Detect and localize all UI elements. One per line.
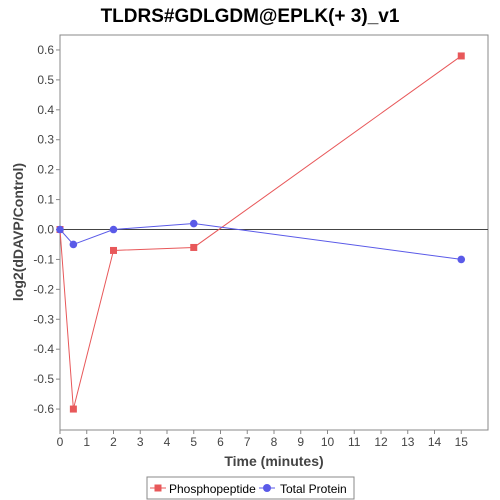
plot-area xyxy=(59,34,489,431)
x-axis: 0 1 2 3 4 5 6 7 8 9 10 11 12 13 14 15 xyxy=(57,430,469,449)
data-point-total-protein xyxy=(69,240,78,249)
x-tick-label: 11 xyxy=(348,435,361,449)
data-point-phosphopeptide xyxy=(69,405,77,413)
data-point-total-protein xyxy=(109,225,118,234)
y-tick-label: 0.4 xyxy=(37,103,54,117)
x-tick-label: 7 xyxy=(244,435,251,449)
data-point-total-protein xyxy=(457,255,466,264)
x-tick-label: 3 xyxy=(137,435,144,449)
legend-marker-phosphopeptide xyxy=(154,484,162,492)
y-tick-label: -0.1 xyxy=(33,252,54,266)
x-tick-label: 14 xyxy=(428,435,442,449)
y-tick-label: 0.5 xyxy=(37,73,54,87)
x-tick-label: 2 xyxy=(110,435,117,449)
y-axis-label: log2(dDAVP/Control) xyxy=(10,163,26,301)
data-point-total-protein xyxy=(56,225,64,234)
data-point-phosphopeptide xyxy=(110,246,117,254)
legend-label-total-protein: Total Protein xyxy=(280,482,347,496)
data-point-phosphopeptide xyxy=(190,243,198,251)
x-axis-label: Time (minutes) xyxy=(224,453,323,469)
y-tick-label: -0.6 xyxy=(33,402,54,416)
x-tick-label: 0 xyxy=(57,435,64,449)
data-point-phosphopeptide xyxy=(457,52,465,60)
x-tick-label: 15 xyxy=(455,435,469,449)
y-tick-label: -0.4 xyxy=(33,342,54,356)
y-tick-label: -0.2 xyxy=(33,282,54,296)
legend-marker-total-protein xyxy=(263,484,271,492)
y-tick-label: 0.6 xyxy=(37,43,54,57)
data-point-total-protein xyxy=(189,219,198,228)
x-tick-label: 5 xyxy=(190,435,197,449)
x-tick-label: 10 xyxy=(321,435,335,449)
x-tick-label: 4 xyxy=(164,435,171,449)
y-tick-label: -0.5 xyxy=(33,372,54,386)
y-tick-label: 0.3 xyxy=(37,133,54,147)
x-tick-label: 1 xyxy=(83,435,90,449)
legend-box xyxy=(146,476,355,500)
x-tick-label: 13 xyxy=(401,435,415,449)
x-tick-label: 9 xyxy=(297,435,304,449)
legend-label-phosphopeptide: Phosphopeptide xyxy=(169,482,256,496)
series-layer xyxy=(56,52,466,413)
y-tick-label: -0.3 xyxy=(33,312,54,326)
x-tick-label: 8 xyxy=(271,435,278,449)
x-tick-label: 12 xyxy=(374,435,388,449)
y-tick-label: 0.0 xyxy=(37,223,54,237)
legend: Phosphopeptide Total Protein xyxy=(146,476,355,500)
chart-title: TLDRS#GDLGDM@EPLK(+ 3)_v1 xyxy=(101,6,400,27)
y-tick-label: 0.2 xyxy=(37,163,54,177)
y-tick-label: 0.1 xyxy=(37,193,54,207)
x-tick-label: 6 xyxy=(217,435,224,449)
y-axis: 0.6 0.5 0.4 0.3 0.2 0.1 0.0 -0.1 -0.2 -0.3 -0.4 -0.… xyxy=(33,43,60,416)
